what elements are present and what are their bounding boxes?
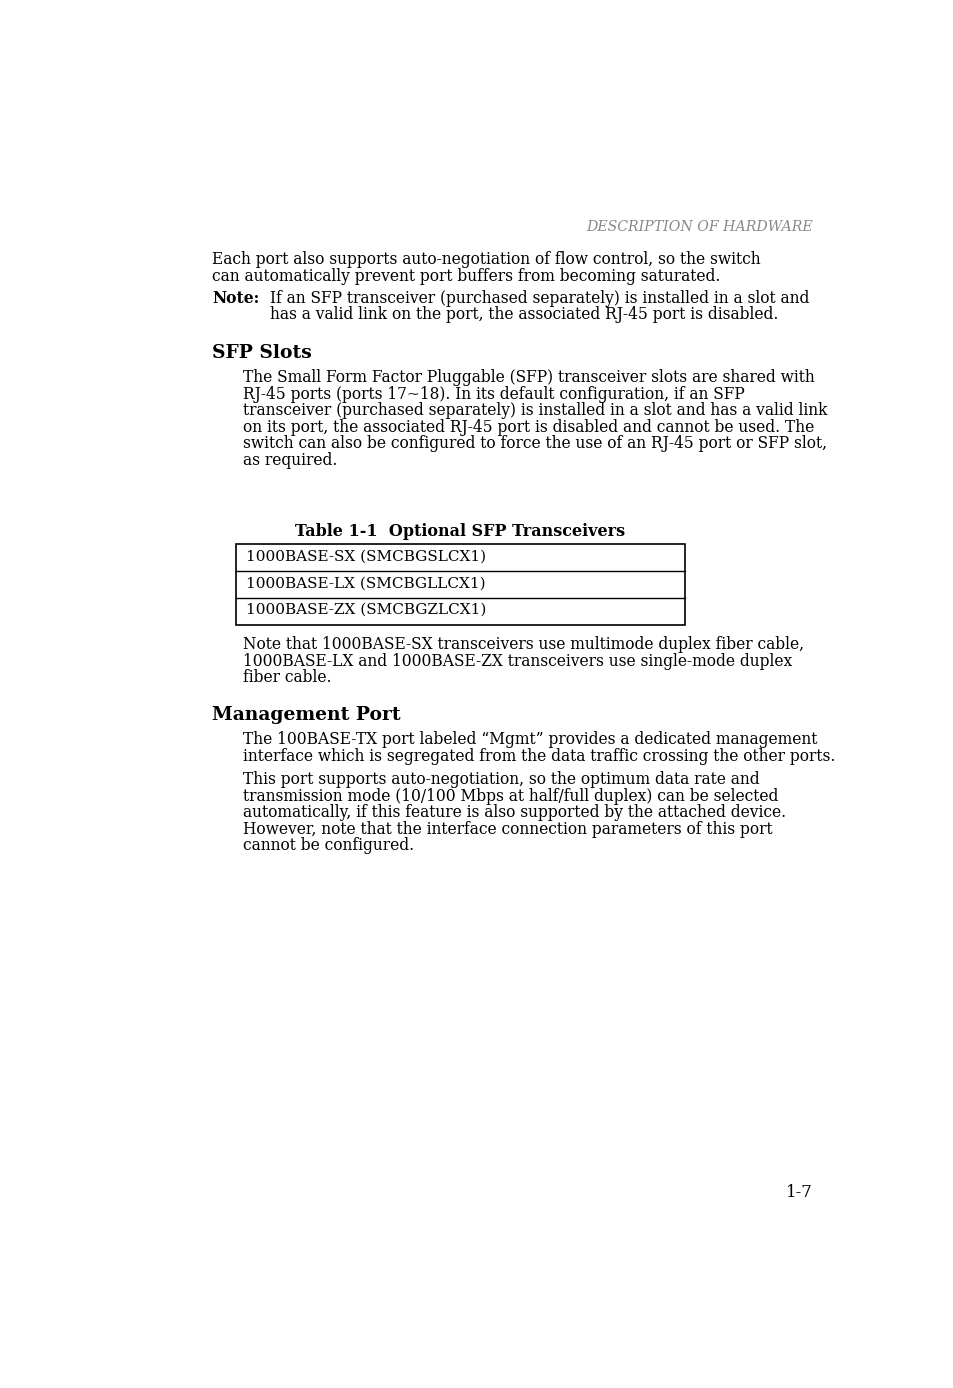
Text: interface which is segregated from the data traffic crossing the other ports.: interface which is segregated from the d… (243, 748, 835, 765)
Text: Note:: Note: (212, 290, 259, 307)
Text: Management Port: Management Port (212, 705, 400, 723)
Text: DESCRIPTION OF HARDWARE: DESCRIPTION OF HARDWARE (586, 221, 812, 235)
Text: Each port also supports auto-negotiation of flow control, so the switch: Each port also supports auto-negotiation… (212, 251, 760, 268)
Text: 1000BASE-LX (SMCBGLLCX1): 1000BASE-LX (SMCBGLLCX1) (245, 576, 485, 590)
Text: This port supports auto-negotiation, so the optimum data rate and: This port supports auto-negotiation, so … (243, 770, 760, 788)
Text: as required.: as required. (243, 452, 337, 469)
Text: Note that 1000BASE-SX transceivers use multimode duplex fiber cable,: Note that 1000BASE-SX transceivers use m… (243, 636, 803, 654)
Text: switch can also be configured to force the use of an RJ-45 port or SFP slot,: switch can also be configured to force t… (243, 436, 826, 452)
Text: The Small Form Factor Pluggable (SFP) transceiver slots are shared with: The Small Form Factor Pluggable (SFP) tr… (243, 369, 814, 386)
Text: If an SFP transceiver (purchased separately) is installed in a slot and: If an SFP transceiver (purchased separat… (270, 290, 809, 307)
Text: 1000BASE-SX (SMCBGSLCX1): 1000BASE-SX (SMCBGSLCX1) (245, 550, 485, 564)
Text: 1000BASE-ZX (SMCBGZLCX1): 1000BASE-ZX (SMCBGZLCX1) (245, 604, 485, 618)
Text: can automatically prevent port buffers from becoming saturated.: can automatically prevent port buffers f… (212, 268, 720, 285)
Text: on its port, the associated RJ-45 port is disabled and cannot be used. The: on its port, the associated RJ-45 port i… (243, 419, 814, 436)
Text: SFP Slots: SFP Slots (212, 344, 312, 362)
Text: 1-7: 1-7 (785, 1184, 812, 1201)
Text: The 100BASE-TX port labeled “Mgmt” provides a dedicated management: The 100BASE-TX port labeled “Mgmt” provi… (243, 731, 817, 748)
Text: RJ-45 ports (ports 17~18). In its default configuration, if an SFP: RJ-45 ports (ports 17~18). In its defaul… (243, 386, 744, 403)
Text: cannot be configured.: cannot be configured. (243, 837, 414, 854)
Text: 1000BASE-LX and 1000BASE-ZX transceivers use single-mode duplex: 1000BASE-LX and 1000BASE-ZX transceivers… (243, 652, 792, 670)
Text: has a valid link on the port, the associated RJ-45 port is disabled.: has a valid link on the port, the associ… (270, 307, 778, 323)
Text: transceiver (purchased separately) is installed in a slot and has a valid link: transceiver (purchased separately) is in… (243, 403, 827, 419)
Text: fiber cable.: fiber cable. (243, 669, 332, 687)
Text: automatically, if this feature is also supported by the attached device.: automatically, if this feature is also s… (243, 804, 785, 822)
Text: transmission mode (10/100 Mbps at half/full duplex) can be selected: transmission mode (10/100 Mbps at half/f… (243, 787, 778, 805)
Text: However, note that the interface connection parameters of this port: However, note that the interface connect… (243, 820, 772, 838)
Bar (235, 544, 684, 625)
Text: Table 1-1  Optional SFP Transceivers: Table 1-1 Optional SFP Transceivers (294, 523, 624, 540)
